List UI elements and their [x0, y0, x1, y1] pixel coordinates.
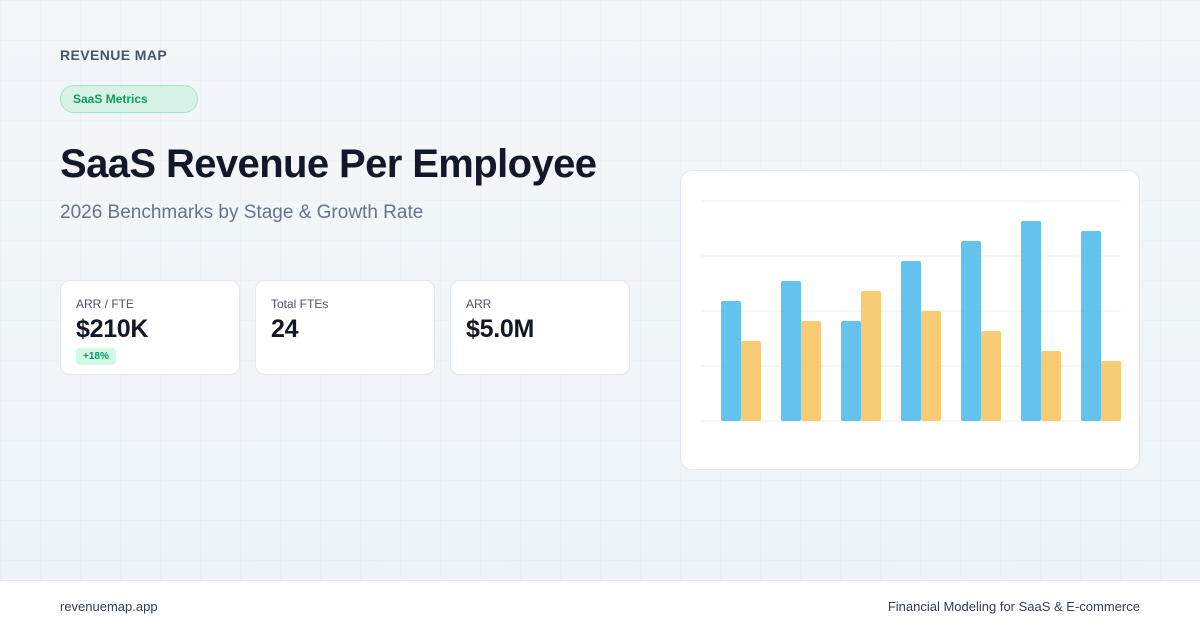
metric-label: ARR / FTE [76, 297, 135, 311]
metric-label: Total FTEs [271, 297, 329, 311]
metric-value: $210K [76, 315, 149, 343]
chart-bar-series-2 [981, 331, 1001, 421]
page-title: SaaS Revenue Per Employee [60, 142, 597, 186]
brand-name: REVENUE MAP [60, 47, 168, 63]
metric-value: $5.0M [466, 315, 534, 343]
chart-bar-series-1 [961, 241, 981, 421]
metric-card-arr-per-fte: ARR / FTE $210K +18% [60, 280, 240, 375]
chart-bar-series-1 [1081, 231, 1101, 421]
footer: revenuemap.app Financial Modeling for Sa… [0, 580, 1200, 630]
chart-bar-series-2 [801, 321, 821, 421]
category-tag: SaaS Metrics [60, 85, 198, 113]
metric-delta-badge: +18% [76, 348, 116, 365]
page-subtitle: 2026 Benchmarks by Stage & Growth Rate [60, 202, 424, 223]
footer-tagline: Financial Modeling for SaaS & E-commerce [887, 599, 1140, 614]
metric-value: 24 [271, 315, 299, 343]
metric-card-arr: ARR $5.0M [450, 280, 630, 375]
chart-bar-series-1 [781, 281, 801, 421]
chart-bar-series-2 [861, 291, 881, 421]
category-tag-label: SaaS Metrics [73, 92, 148, 106]
chart-bar-series-1 [841, 321, 861, 421]
chart-bar-series-2 [921, 311, 941, 421]
chart-panel [680, 170, 1140, 470]
chart-bar-series-1 [901, 261, 921, 421]
bar-chart [701, 200, 1121, 422]
chart-bar-series-2 [1041, 351, 1061, 421]
chart-bar-series-2 [1101, 361, 1121, 421]
chart-bar-series-1 [721, 301, 741, 421]
metric-card-total-ftes: Total FTEs 24 [255, 280, 435, 375]
footer-site-link[interactable]: revenuemap.app [60, 599, 158, 614]
chart-bar-series-1 [1021, 221, 1041, 421]
metric-label: ARR [466, 297, 492, 311]
chart-bar-series-2 [741, 341, 761, 421]
